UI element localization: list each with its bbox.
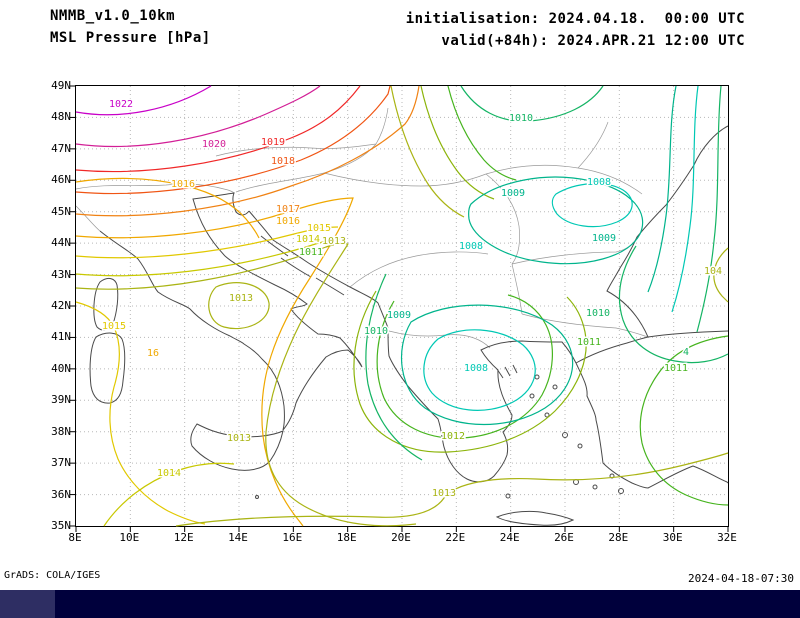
isobar-label: 1016 xyxy=(171,179,195,190)
map-plot-frame: 1022 1020 1019 1018 1016 1017 1016 1015 1014 1013… xyxy=(70,85,729,532)
isobar-label: 1013 xyxy=(322,236,346,247)
lon-axis-label: 16E xyxy=(282,531,303,544)
lat-axis-label: 38N xyxy=(51,424,71,438)
lat-axis-label: 44N xyxy=(51,236,71,250)
isobar-label: 1009 xyxy=(387,310,411,321)
lon-axis-label: 30E xyxy=(662,531,683,544)
creation-timestamp: 2024-04-18-07:30 xyxy=(688,572,794,585)
coastlines xyxy=(89,125,729,526)
lon-axis-label: 24E xyxy=(499,531,520,544)
lon-axis-label: 20E xyxy=(391,531,411,544)
isobar-label: 1013 xyxy=(229,293,253,304)
grid-layer xyxy=(76,86,728,526)
isobar-label: 1013 xyxy=(227,433,251,444)
lon-axis-label: 8E xyxy=(68,531,82,544)
tick-layer xyxy=(70,85,729,532)
isobar-label: 1011 xyxy=(577,337,601,348)
isobar-label: 1014 xyxy=(157,468,181,479)
isobar-label: 1011 xyxy=(299,247,323,258)
isobar-label: 1022 xyxy=(109,99,133,110)
country-borders xyxy=(75,107,649,349)
isobar-label: 1010 xyxy=(509,113,533,124)
model-title: NMMB_v1.0_10km xyxy=(50,8,176,24)
isobar-label: 1017 xyxy=(276,204,300,215)
isobar-label: 1018 xyxy=(271,156,295,167)
isobar-label: 1012 xyxy=(441,431,465,442)
isobar-label: 1010 xyxy=(364,326,388,337)
lat-axis-label: 43N xyxy=(51,267,71,281)
isobar-label: 104 xyxy=(704,266,722,277)
isobar-label: 1008 xyxy=(587,177,611,188)
isobar-label: 1008 xyxy=(459,241,483,252)
isobar-label: 1010 xyxy=(586,308,610,319)
isobar-label: 1016 xyxy=(276,216,300,227)
lat-axis-label: 40N xyxy=(51,361,71,375)
isobar-label: 1015 xyxy=(307,223,331,234)
lat-axis-label: 45N xyxy=(51,204,71,218)
isobar-label: 1011 xyxy=(664,363,688,374)
lat-axis-label: 42N xyxy=(51,299,71,312)
field-title: MSL Pressure [hPa] xyxy=(50,30,211,46)
bottom-banner-left-block xyxy=(0,590,55,618)
lon-axis-label: 32E xyxy=(717,531,737,544)
isobar-label: 1008 xyxy=(464,363,488,374)
lat-axis-label: 37N xyxy=(51,456,71,470)
isobar-label: 16 xyxy=(147,348,159,359)
bottom-banner xyxy=(0,590,800,618)
isobar-label: 1009 xyxy=(592,233,616,244)
isobar-contours xyxy=(75,85,729,527)
lon-axis-label: 18E xyxy=(336,531,357,544)
lon-axis-label: 10E xyxy=(119,531,140,544)
run-info: initialisation: 2024.04.18. 00:00 UTC va… xyxy=(400,8,745,52)
lat-axis-label: 35N xyxy=(51,519,71,532)
lat-axis-label: 41N xyxy=(51,330,71,344)
isobar-label: 1019 xyxy=(261,137,285,148)
isobar-label: 1020 xyxy=(202,139,226,150)
lon-axis-label: 22E xyxy=(445,531,466,544)
init-time: initialisation: 2024.04.18. 00:00 UTC xyxy=(405,11,745,27)
isobar-label: 4 xyxy=(683,347,689,358)
lat-axis-label: 48N xyxy=(51,110,71,124)
lat-axis-label: 39N xyxy=(51,393,71,407)
lat-axis-label: 46N xyxy=(51,173,71,187)
lon-axis-label: 12E xyxy=(173,531,194,544)
isobar-label: 1013 xyxy=(432,488,456,499)
isobar-label: 1015 xyxy=(102,321,126,332)
lat-axis-label: 47N xyxy=(51,141,71,155)
grads-credit: GrADS: COLA/IGES xyxy=(4,570,101,581)
lat-axis-label: 49N xyxy=(51,79,71,92)
isobar-label: 1009 xyxy=(501,188,525,199)
isobar-label: 1014 xyxy=(296,234,320,245)
lon-axis-label: 26E xyxy=(554,531,574,544)
lon-axis-label: 14E xyxy=(228,531,248,544)
lat-axis-label: 36N xyxy=(51,487,71,501)
valid-time: valid(+84h): 2024.APR.21 12:00 UTC xyxy=(441,33,745,49)
lon-axis-label: 28E xyxy=(608,531,629,544)
